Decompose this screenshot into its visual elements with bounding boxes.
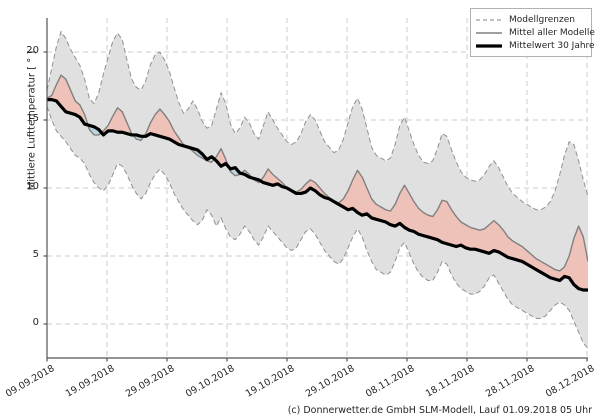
y-tick-label: 5: [32, 249, 39, 260]
solid-line-icon: [475, 27, 503, 39]
chart-legend: Modellgrenzen Mittel aller Modelle Mitte…: [470, 8, 595, 57]
dashed-line-icon: [475, 14, 503, 26]
y-tick-label: 10: [26, 181, 39, 192]
y-tick-label: 15: [26, 113, 39, 124]
y-tick-label: 0: [32, 317, 39, 328]
legend-label-mittel-aller-modelle: Mittel aller Modelle: [509, 27, 595, 38]
legend-item-modellgrenzen: Modellgrenzen: [475, 13, 587, 26]
thick-line-icon: [475, 40, 503, 52]
legend-item-mittel-aller-modelle: Mittel aller Modelle: [475, 26, 595, 39]
legend-label-mittelwert-30-jahre: Mittelwert 30 Jahre: [509, 40, 595, 51]
y-tick-label: 20: [26, 45, 39, 56]
legend-label-modellgrenzen: Modellgrenzen: [509, 14, 575, 25]
legend-item-mittelwert-30-jahre: Mittelwert 30 Jahre: [475, 39, 595, 52]
copyright-footer: (c) Donnerwetter.de GmbH SLM-Modell, Lau…: [287, 405, 592, 416]
